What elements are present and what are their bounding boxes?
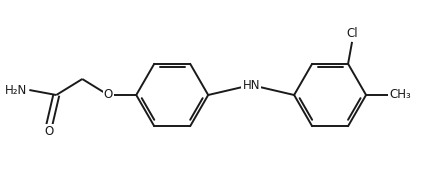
Text: HN: HN: [243, 78, 260, 91]
Text: O: O: [44, 125, 54, 138]
Text: Cl: Cl: [346, 27, 358, 40]
Text: O: O: [104, 88, 113, 101]
Text: CH₃: CH₃: [389, 88, 411, 101]
Text: H₂N: H₂N: [5, 84, 27, 97]
